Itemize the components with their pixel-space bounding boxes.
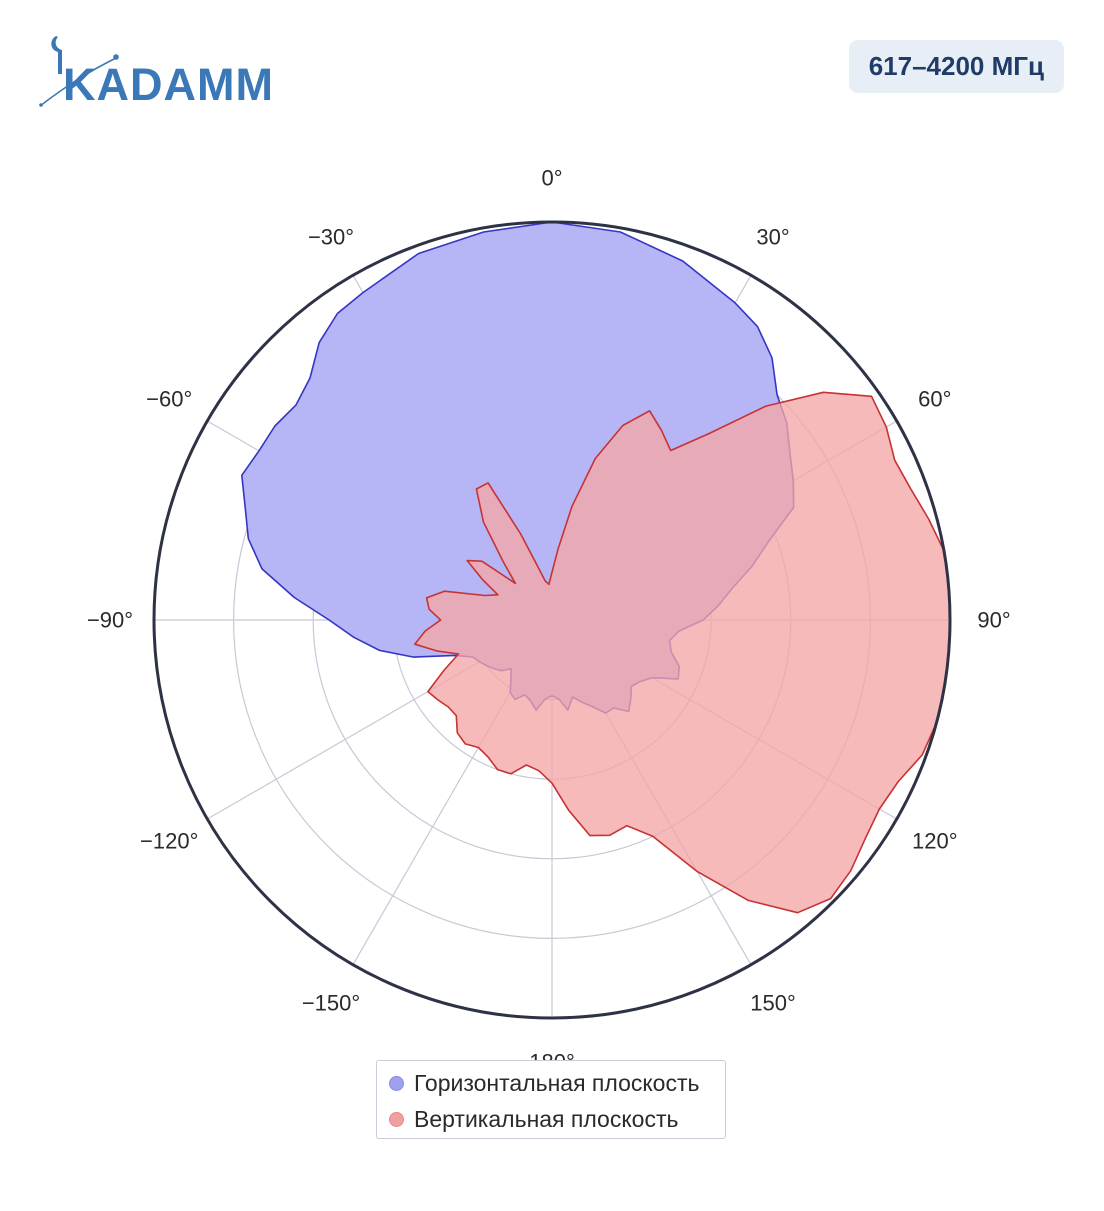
legend-swatch-horizontal — [389, 1076, 404, 1091]
angular-tick-label: −150° — [302, 990, 360, 1015]
angular-tick-label: 30° — [756, 225, 789, 250]
angular-tick-label: −90° — [87, 608, 133, 633]
angular-tick-label: −120° — [140, 829, 198, 854]
angular-tick-labels: 0° 30° 60° 90° 120° 150° 180° −150° −120° −90° −60… — [87, 166, 1011, 1061]
legend-item-vertical[interactable]: Вертикальная плоскость — [389, 1106, 678, 1133]
polar-chart: 0° 30° 60° 90° 120° 150° 180° −150° −120° −90° −60… — [87, 166, 1011, 1061]
angular-tick-label: 150° — [750, 990, 796, 1015]
angular-tick-label: −30° — [308, 225, 354, 250]
angular-tick-label: −60° — [146, 387, 192, 412]
kadamm-logo — [36, 34, 292, 112]
legend: Горизонтальная плоскость Вертикальная пл… — [376, 1060, 726, 1139]
angular-tick-label: 90° — [977, 608, 1010, 633]
legend-swatch-vertical — [389, 1112, 404, 1127]
series-trace-vertical — [414, 391, 951, 914]
frequency-badge: 617–4200 МГц — [848, 40, 1064, 93]
angular-tick-label: 120° — [912, 829, 958, 854]
legend-label-vertical: Вертикальная плоскость — [414, 1106, 679, 1132]
legend-label-horizontal: Горизонтальная плоскость — [414, 1070, 700, 1096]
angular-tick-label: 180° — [529, 1050, 575, 1061]
legend-item-horizontal[interactable]: Горизонтальная плоскость — [389, 1070, 700, 1097]
logo-mark-icon — [39, 36, 119, 107]
outer-boundary — [152, 220, 952, 1020]
series-traces — [152, 220, 952, 1020]
angular-tick-label: 0° — [541, 166, 562, 191]
angular-tick-label: 60° — [918, 387, 951, 412]
logo-wordmark: KADAMM — [63, 59, 274, 110]
